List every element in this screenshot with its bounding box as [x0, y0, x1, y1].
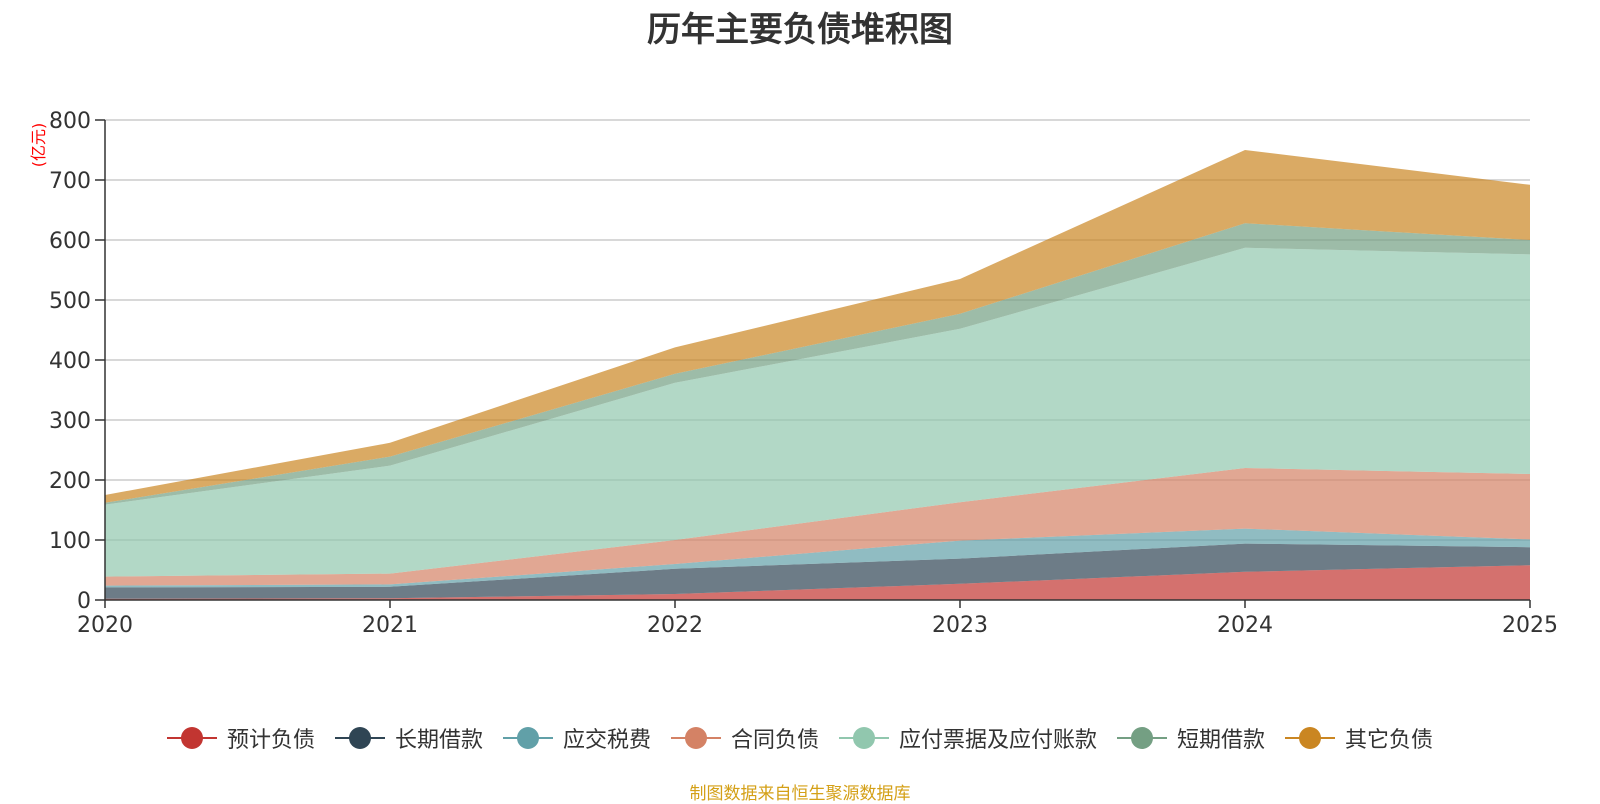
legend-marker-icon	[670, 726, 721, 750]
y-tick-label: 500	[49, 289, 91, 314]
y-tick-label: 100	[49, 529, 91, 554]
y-tick-label: 0	[77, 589, 91, 614]
x-tick-label: 2021	[362, 613, 418, 638]
chart-title: 历年主要负债堆积图	[647, 10, 953, 50]
legend-marker-icon	[1285, 726, 1336, 750]
x-tick-label: 2025	[1502, 613, 1558, 638]
legend-marker-icon	[166, 726, 217, 750]
legend-marker-icon	[1117, 726, 1168, 750]
y-tick-label: 600	[49, 229, 91, 254]
area-6[interactable]	[105, 150, 1530, 503]
axes: 0 100 200 300 400 500 600 700 800 2020 2021 2022 202…	[49, 109, 1558, 638]
y-tick-label: 300	[49, 409, 91, 434]
legend-label: 其它负债	[1345, 728, 1434, 753]
area-series	[105, 150, 1530, 600]
y-tick-label: 700	[49, 169, 91, 194]
legend-label: 应付票据及应付账款	[899, 728, 1098, 753]
area-0[interactable]	[105, 565, 1530, 600]
legend-label: 短期借款	[1177, 728, 1266, 753]
legend-label: 合同负债	[730, 728, 819, 753]
legend-item[interactable]: 合同负债	[670, 722, 819, 754]
legend-label: 长期借款	[394, 728, 483, 753]
area-4[interactable]	[105, 247, 1530, 577]
legend-item[interactable]: 短期借款	[1117, 722, 1265, 754]
legend: 预计负债 长期借款 应交税费 合同负债 应付票据及应付账款 短期借款 其它负债	[0, 720, 1600, 756]
x-tick-label: 2023	[932, 613, 988, 638]
area-3[interactable]	[105, 468, 1530, 586]
legend-marker-icon	[839, 726, 889, 750]
legend-marker-icon	[334, 726, 385, 750]
legend-item[interactable]: 预计负债	[166, 722, 315, 754]
area-2[interactable]	[105, 528, 1530, 588]
x-tick-label: 2022	[647, 613, 703, 638]
x-tick-label: 2020	[77, 613, 133, 638]
legend-item[interactable]: 应付票据及应付账款	[839, 722, 1097, 754]
legend-label: 预计负债	[226, 728, 315, 753]
legend-marker-icon	[502, 726, 553, 750]
legend-label: 应交税费	[562, 728, 651, 753]
legend-item[interactable]: 应交税费	[502, 722, 651, 754]
y-tick-label: 800	[49, 109, 91, 134]
data-source-note: 制图数据来自恒生聚源数据库	[689, 784, 911, 804]
y-tick-label: 400	[49, 349, 91, 374]
legend-item[interactable]: 长期借款	[334, 722, 483, 754]
x-tick-label: 2024	[1217, 613, 1273, 638]
legend-item[interactable]: 其它负债	[1285, 722, 1433, 754]
area-1[interactable]	[105, 543, 1530, 599]
stacked-area-chart: 0 100 200 300 400 500 600 700 800 2020 2021 2022 202…	[29, 109, 1558, 638]
y-tick-label: 200	[49, 469, 91, 494]
y-axis-label: (亿元)	[29, 123, 48, 168]
